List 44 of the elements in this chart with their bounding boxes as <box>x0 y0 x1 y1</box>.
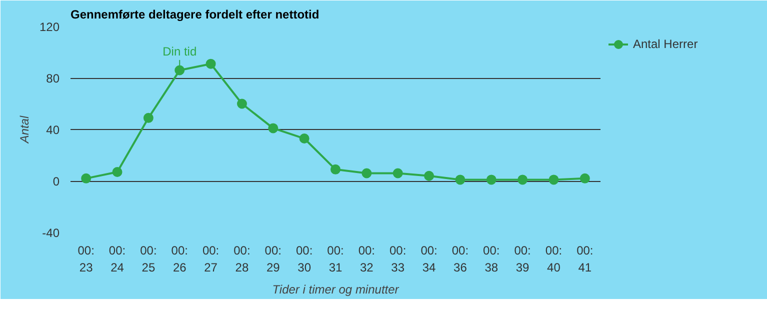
point <box>112 166 122 177</box>
point <box>206 58 216 69</box>
x-tick-label: 00:39 <box>514 244 531 274</box>
chart-title: Gennemførte deltagere fordelt efter nettotid <box>70 8 320 22</box>
x-tick-label: 00:41 <box>576 244 594 274</box>
x-tick-label: 00:32 <box>358 244 376 274</box>
point <box>330 164 340 174</box>
annotation: Din tid <box>162 44 197 59</box>
x-tick-label: 00:29 <box>264 244 282 274</box>
point <box>299 134 310 144</box>
x-tick-label: 00:28 <box>234 244 250 274</box>
x-tick-label: 00:38 <box>483 244 500 274</box>
point <box>455 174 466 185</box>
y-tick-label: 80 <box>46 72 60 86</box>
x-tick-label: 00:34 <box>420 244 438 274</box>
point <box>81 173 92 184</box>
x-tick-label: 00:24 <box>108 244 126 274</box>
y-tick-label: 0 <box>52 174 60 188</box>
x-tick-label: 00:26 <box>171 244 188 274</box>
point <box>518 174 528 185</box>
y-axis-title: Antal <box>17 115 32 144</box>
x-tick-label: 00:36 <box>452 244 469 274</box>
point <box>362 168 372 178</box>
y-tick-label: 120 <box>39 20 60 34</box>
x-tick-label: 00:23 <box>78 244 94 274</box>
legend-label: Antal Herrer <box>633 37 698 51</box>
point <box>143 112 154 123</box>
x-tick-label: 00:27 <box>202 244 220 274</box>
x-tick-label: 00:31 <box>327 244 344 274</box>
y-tick-label: -40 <box>42 226 60 240</box>
point <box>236 98 247 109</box>
x-tick-label: 00:30 <box>296 244 313 274</box>
point <box>174 65 185 76</box>
point <box>424 170 434 181</box>
x-axis-title: Tider i timer og minutter <box>272 282 400 296</box>
point <box>486 174 496 185</box>
point <box>548 174 559 185</box>
x-tick-label: 00:40 <box>545 244 562 274</box>
x-tick-label: 00:33 <box>390 244 406 274</box>
point <box>268 123 278 134</box>
point <box>392 168 403 178</box>
y-tick-label: 40 <box>46 123 60 137</box>
point <box>580 173 590 184</box>
x-tick-label: 00:25 <box>140 244 157 274</box>
